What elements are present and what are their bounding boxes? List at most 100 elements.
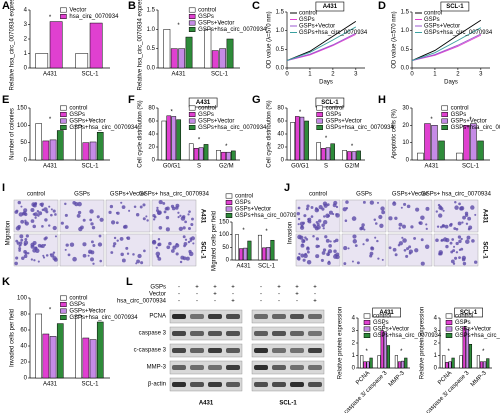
cell xyxy=(183,244,186,248)
cell xyxy=(452,262,456,265)
x-tick-label: 0 xyxy=(410,72,414,78)
bar xyxy=(49,21,63,69)
treatment-sign: - xyxy=(278,299,280,305)
cell xyxy=(187,240,191,244)
legend-swatch xyxy=(225,213,233,218)
treatment-sign: - xyxy=(260,299,262,305)
cell xyxy=(165,215,170,220)
cell xyxy=(300,253,305,258)
cell xyxy=(52,209,56,213)
legend-label: hsa_circ_0070934 xyxy=(69,14,119,20)
bar xyxy=(204,29,212,69)
bar xyxy=(42,333,50,379)
cell xyxy=(327,253,330,256)
cell xyxy=(189,239,193,242)
cell xyxy=(363,228,366,231)
chart-title: A431 xyxy=(323,4,338,10)
cell xyxy=(425,227,428,230)
cell xyxy=(418,221,421,225)
cell xyxy=(335,205,339,209)
cell xyxy=(64,248,67,251)
cell xyxy=(298,252,301,256)
cell xyxy=(37,243,42,248)
legend-swatch xyxy=(188,112,196,117)
cell xyxy=(119,237,124,241)
cell xyxy=(402,224,406,229)
y-tick-label: 80 xyxy=(277,106,284,112)
cell xyxy=(139,205,143,209)
cell xyxy=(163,210,167,214)
row-label: A431 xyxy=(481,209,487,224)
cell xyxy=(156,255,160,258)
title-box xyxy=(315,97,345,108)
bar xyxy=(96,132,104,161)
cell xyxy=(392,201,397,206)
cell xyxy=(335,254,340,260)
cell xyxy=(310,206,314,209)
x-tick-label: G0/G1 xyxy=(163,164,181,170)
cell xyxy=(187,213,190,216)
legend-label: control xyxy=(451,106,469,112)
legend-label: GSPs+Vector xyxy=(198,21,234,27)
significance: * xyxy=(365,349,368,355)
cell xyxy=(458,202,461,206)
cell xyxy=(397,244,401,247)
cell xyxy=(82,218,86,222)
bar xyxy=(266,247,271,261)
title-box xyxy=(372,307,401,318)
cell xyxy=(315,254,320,259)
legend-swatch xyxy=(445,333,453,338)
cell xyxy=(453,245,456,248)
bar xyxy=(316,142,321,161)
y-tick-label: 50 xyxy=(20,140,27,146)
cell xyxy=(466,235,471,240)
cell xyxy=(20,238,24,242)
cell xyxy=(78,226,83,232)
bar xyxy=(35,313,42,379)
cell xyxy=(34,202,37,206)
legend-label: GSPs+hsa_circ_0070934 xyxy=(69,125,138,131)
side-label: Invasion xyxy=(288,222,294,244)
blot-band xyxy=(254,365,268,370)
cell xyxy=(317,245,320,248)
x-axis-label: Days xyxy=(319,80,333,86)
cell xyxy=(315,220,319,224)
cell xyxy=(369,200,375,205)
bar xyxy=(356,150,361,161)
cell xyxy=(381,210,386,215)
cell xyxy=(374,222,378,225)
title-box xyxy=(440,1,470,12)
x-tick-label: 1 xyxy=(433,72,437,78)
blot-band xyxy=(172,348,186,353)
cell xyxy=(113,236,117,240)
blot-strip xyxy=(169,326,243,341)
panel-label: A xyxy=(2,0,10,12)
legend-label: GSPs xyxy=(326,112,342,118)
cell xyxy=(374,236,377,239)
blot-band xyxy=(290,314,304,319)
cell xyxy=(142,217,146,221)
y-tick-label: 0 xyxy=(152,158,156,164)
panel-label: K xyxy=(2,276,10,288)
treatment-sign: - xyxy=(296,299,298,305)
cell xyxy=(21,256,25,261)
bar xyxy=(216,150,221,161)
blot-band xyxy=(308,365,322,370)
bar xyxy=(193,148,199,161)
x-tick-label: A431 xyxy=(43,72,58,78)
bar xyxy=(462,326,466,369)
blot-band xyxy=(226,331,240,336)
cell xyxy=(376,239,379,243)
bar xyxy=(468,344,473,369)
y-tick-label: 0.0 xyxy=(276,66,285,72)
panel-label: D xyxy=(378,0,386,12)
micrograph xyxy=(59,233,105,267)
cell xyxy=(24,237,28,241)
cell xyxy=(153,218,156,221)
cell xyxy=(155,208,160,213)
y-tick-label: 1 xyxy=(24,51,28,57)
y-tick-label: 1.0 xyxy=(276,28,285,34)
cell xyxy=(410,225,414,229)
cell xyxy=(23,250,27,254)
cell xyxy=(343,262,347,266)
